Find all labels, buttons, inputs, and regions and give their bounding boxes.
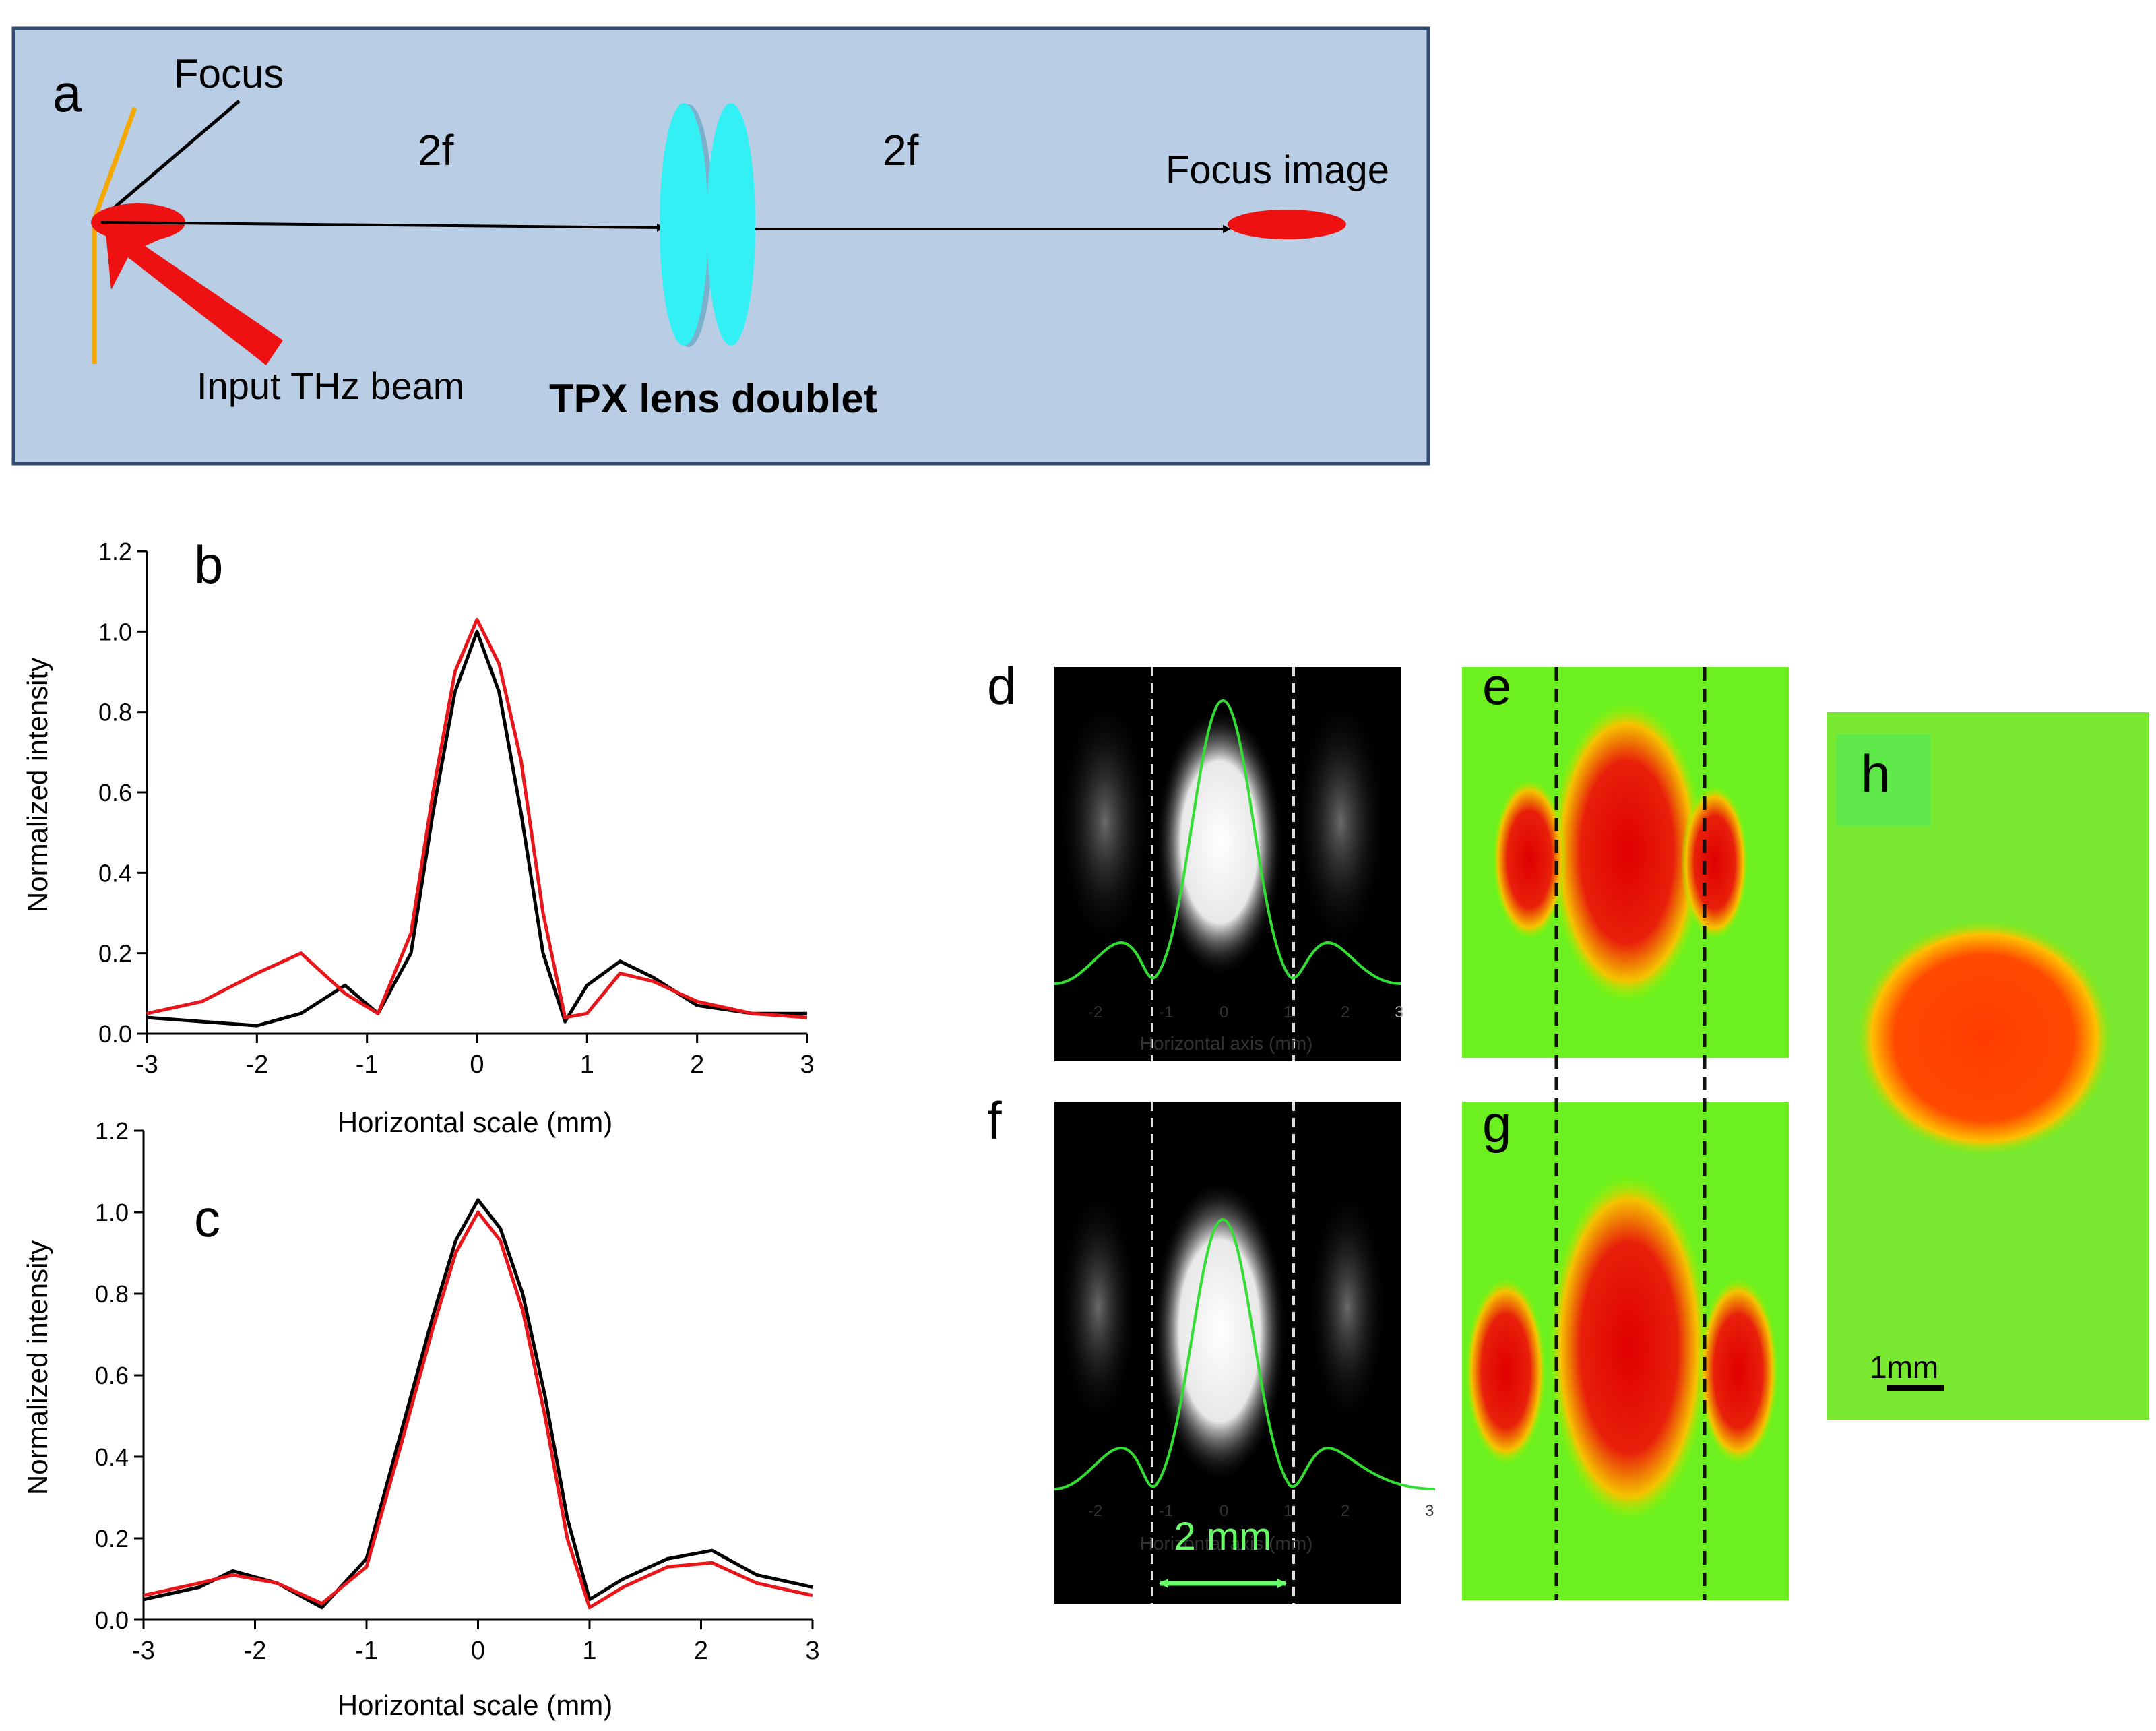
chart-x-tick-label: -1: [356, 1050, 379, 1079]
chart-x-tick-label: 3: [805, 1637, 819, 1665]
panel-d-tick: 2: [1341, 1003, 1350, 1021]
panel-d-tick: 1: [1283, 1003, 1292, 1021]
chart-x-tick-label: 2: [690, 1050, 704, 1079]
panel-e-side-lobe-right: [1681, 785, 1748, 940]
panel-d-main-lobe: [1155, 707, 1283, 977]
panel-h: h 1mm: [1827, 712, 2149, 1420]
distance-2f-2: 2f: [883, 126, 919, 175]
panel-g-side-lobe-right: [1698, 1277, 1779, 1466]
panel-d-xlabel: Horizontal axis (mm): [1140, 1033, 1313, 1054]
panel-a-label: a: [53, 63, 82, 123]
panel-h-spot: [1856, 920, 2112, 1156]
panel-h-scale-label: 1mm: [1870, 1350, 1938, 1385]
chart-y-tick-label: 0.4: [95, 1443, 129, 1471]
panel-f-tick: 3: [1425, 1502, 1434, 1520]
panel-d-side-lobe-right: [1294, 694, 1388, 950]
chart-y-tick-label: 1.2: [98, 538, 132, 565]
chart-y-tick-label: 0.6: [95, 1362, 129, 1389]
chart-b: b Horizontal scale (mm) Normalized inten…: [22, 535, 815, 1138]
panel-h-label-box: [1836, 734, 1930, 825]
panel-d: d -2 -1 0 1 2 3 Horizontal axis (mm): [987, 656, 1403, 1061]
panel-h-label: h: [1861, 744, 1890, 803]
panel-d-profile-curve: [1054, 699, 1402, 985]
panel-f-tick: -1: [1159, 1502, 1173, 1520]
chart-y-tick-label: 0.0: [98, 1020, 132, 1048]
chart-c-ylabel: Normalized intensity: [22, 1240, 53, 1495]
panel-g-label: g: [1482, 1094, 1511, 1154]
chart-x-tick-label: -2: [245, 1050, 268, 1079]
panel-f-tick: -2: [1088, 1502, 1102, 1520]
panel-g-main-lobe: [1548, 1172, 1710, 1523]
panel-e-side-lobe-left: [1492, 778, 1566, 940]
chart-x-tick-label: -2: [244, 1637, 267, 1665]
panel-d-tick: -2: [1088, 1003, 1102, 1021]
chart-y-tick-label: 0.8: [95, 1280, 129, 1308]
chart-y-tick-label: 0.4: [98, 859, 132, 887]
panel-e-main-lobe: [1550, 701, 1705, 1004]
panel-f-scale-label: 2 mm: [1174, 1515, 1272, 1559]
chart-x-tick-label: 0: [470, 1050, 484, 1079]
panel-d-side-lobe-left: [1058, 694, 1152, 950]
panel-g-side-lobe-left: [1465, 1277, 1546, 1466]
chart-series-red: [146, 617, 808, 1019]
panel-f-profile-curve: [1054, 1218, 1436, 1490]
panel-f-side-lobe-left: [1058, 1186, 1139, 1428]
chart-series-black: [146, 629, 807, 1028]
panel-d-tick: 0: [1219, 1003, 1228, 1021]
panel-g: g: [1462, 1094, 1789, 1600]
chart-b-xlabel: Horizontal scale (mm): [338, 1106, 612, 1138]
chart-y-tick-label: 1.0: [95, 1199, 129, 1226]
focus-pointer-arrow: [105, 100, 241, 216]
panel-f: f -2 -1 0 1 2 3 Horizontal axis (mm) 2 m…: [987, 1091, 1436, 1604]
focus-image-label: Focus image: [1166, 148, 1389, 192]
panel-d-label: d: [987, 656, 1016, 716]
panel-f-label: f: [987, 1091, 1002, 1150]
lens-2: [707, 103, 755, 346]
panel-f-side-lobe-right: [1307, 1186, 1388, 1428]
chart-x-tick-label: 3: [800, 1050, 814, 1079]
panel-d-tick: 3: [1395, 1003, 1403, 1021]
chart-c: c Horizontal scale (mm) Normalized inten…: [22, 1117, 820, 1721]
chart-x-tick-label: 1: [580, 1050, 594, 1079]
focus-label: Focus: [174, 51, 284, 96]
chart-x-tick-label: -3: [135, 1050, 158, 1079]
distance-2f-1: 2f: [418, 126, 454, 175]
panel-f-main-lobe: [1152, 1179, 1287, 1482]
lens-label: TPX lens doublet: [549, 376, 877, 421]
chart-y-tick-label: 1.2: [95, 1117, 129, 1145]
input-beam-label: Input THz beam: [197, 365, 464, 407]
panel-f-tick: 1: [1283, 1502, 1292, 1520]
chart-x-tick-label: 1: [582, 1637, 596, 1665]
chart-b-ylabel: Normalized intensity: [22, 658, 53, 912]
lens-1: [660, 103, 708, 346]
chart-y-tick-label: 1.0: [98, 618, 132, 646]
panel-f-tick: 2: [1341, 1502, 1350, 1520]
panel-f-tick: 0: [1219, 1502, 1228, 1520]
chart-x-tick-label: 2: [694, 1637, 708, 1665]
chart-series-black: [143, 1198, 813, 1610]
panel-e-label: e: [1482, 656, 1511, 716]
chart-series-red: [143, 1210, 813, 1610]
chart-y-tick-label: 0.0: [95, 1606, 129, 1634]
chart-y-tick-label: 0.8: [98, 699, 132, 726]
panel-f-xlabel: Horizontal axis (mm): [1140, 1533, 1313, 1554]
chart-x-tick-label: -3: [132, 1637, 155, 1665]
chart-y-tick-label: 0.2: [95, 1525, 129, 1552]
panel-b-label: b: [194, 535, 223, 594]
chart-x-tick-label: 0: [471, 1637, 485, 1665]
optical-axis-1: [100, 221, 665, 232]
chart-y-tick-label: 0.2: [98, 940, 132, 968]
panel-d-tick: -1: [1159, 1003, 1173, 1021]
focus-image-spot: [1228, 210, 1346, 239]
panel-a: a Focus 2f 2f Focus image Input THz beam…: [11, 26, 1430, 466]
panel-e: e: [1462, 656, 1789, 1058]
chart-y-tick-label: 0.6: [98, 779, 132, 807]
chart-c-xlabel: Horizontal scale (mm): [338, 1689, 612, 1721]
panel-c-label: c: [194, 1189, 220, 1248]
input-beam-arrow: [104, 219, 283, 365]
chart-x-tick-label: -1: [355, 1637, 378, 1665]
